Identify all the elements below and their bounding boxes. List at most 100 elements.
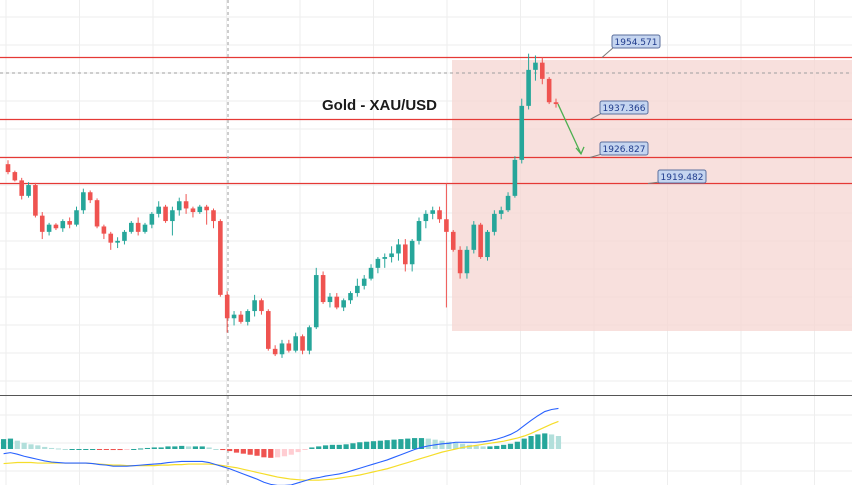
macd-histogram-bar bbox=[412, 438, 418, 449]
candle-body bbox=[135, 222, 141, 232]
candle bbox=[327, 293, 333, 308]
candle bbox=[197, 204, 203, 214]
candle bbox=[368, 264, 374, 281]
macd-histogram-bar bbox=[329, 444, 335, 449]
candle-body bbox=[259, 300, 264, 312]
candle-body bbox=[156, 206, 161, 214]
candle-body bbox=[327, 296, 333, 303]
candle-body bbox=[293, 336, 298, 351]
level-labels: 1954.571 1937.366 1926.827 1919.482 bbox=[589, 34, 707, 184]
macd-histogram-bar bbox=[83, 449, 89, 450]
macd-histogram-bar bbox=[268, 449, 274, 458]
candle bbox=[204, 204, 209, 225]
macd-histogram-bar bbox=[192, 446, 198, 449]
candle-body bbox=[512, 159, 518, 196]
candle-body bbox=[218, 221, 223, 295]
macd-histogram-bar bbox=[391, 439, 397, 449]
candle bbox=[403, 239, 408, 272]
candle bbox=[26, 182, 31, 198]
label-box bbox=[611, 34, 661, 49]
macd-histogram-bar bbox=[261, 449, 267, 458]
macd-histogram-bar bbox=[425, 438, 431, 449]
candle bbox=[334, 293, 340, 310]
candle bbox=[101, 224, 107, 240]
candle-body bbox=[122, 231, 127, 241]
candle bbox=[67, 217, 72, 229]
macd-histogram-bar bbox=[90, 449, 96, 450]
macd-histogram-bar bbox=[213, 449, 219, 450]
macd-histogram-bar bbox=[370, 441, 377, 449]
candle-body bbox=[115, 240, 120, 243]
macd-histogram-bar bbox=[158, 447, 164, 449]
candle bbox=[348, 291, 353, 304]
candle bbox=[163, 204, 168, 223]
candle-body bbox=[320, 275, 326, 303]
resistance-zone bbox=[452, 60, 852, 331]
candle-body bbox=[46, 224, 52, 232]
candle-body bbox=[389, 253, 394, 258]
candle bbox=[423, 210, 429, 229]
macd-histogram-bar bbox=[165, 446, 171, 449]
candle-body bbox=[170, 210, 175, 222]
macd-histogram-bar bbox=[76, 449, 82, 450]
candle bbox=[361, 275, 367, 290]
candle-body bbox=[245, 311, 251, 322]
candle-body bbox=[409, 240, 415, 265]
candle bbox=[430, 206, 435, 220]
macd-histogram-bar bbox=[179, 445, 185, 449]
candle bbox=[464, 246, 470, 279]
macd-histogram-bar bbox=[69, 449, 75, 450]
label-connector bbox=[589, 112, 603, 120]
candle-body bbox=[307, 327, 312, 351]
candle bbox=[135, 217, 141, 236]
candle bbox=[519, 98, 525, 164]
candle-body bbox=[553, 102, 559, 105]
candle-body bbox=[471, 224, 477, 250]
candle-body bbox=[5, 164, 11, 173]
macd-histogram-bar bbox=[254, 449, 260, 456]
candle-body bbox=[341, 300, 346, 308]
candle-body bbox=[526, 69, 531, 106]
macd-histogram-bar bbox=[151, 447, 157, 449]
candle-body bbox=[505, 195, 511, 211]
candle bbox=[176, 197, 182, 216]
candle bbox=[526, 53, 531, 110]
macd-pane bbox=[1, 407, 562, 485]
macd-histogram-bar bbox=[7, 438, 14, 449]
candle-body bbox=[485, 231, 490, 258]
candle-body bbox=[444, 219, 449, 232]
macd-histogram-bar bbox=[124, 449, 130, 450]
macd-histogram-bar bbox=[514, 441, 520, 449]
candle bbox=[156, 201, 161, 218]
macd-histogram-bar bbox=[473, 445, 479, 449]
candlestick-series bbox=[5, 53, 559, 358]
macd-histogram-bar bbox=[233, 449, 240, 453]
candle bbox=[279, 339, 285, 358]
macd-histogram-bar bbox=[446, 441, 452, 449]
macd-histogram-bar bbox=[131, 449, 137, 450]
macd-histogram-bar bbox=[487, 446, 493, 449]
macd-histogram-bar bbox=[103, 449, 109, 450]
candle bbox=[546, 77, 552, 105]
candle bbox=[416, 217, 422, 245]
candle-body bbox=[313, 275, 319, 328]
macd-histogram-bar bbox=[521, 438, 527, 449]
level-label: 1926.827 bbox=[589, 141, 649, 158]
macd-histogram-bar bbox=[138, 448, 144, 450]
candle-body bbox=[142, 224, 148, 232]
candle-body bbox=[149, 213, 155, 225]
candle bbox=[53, 223, 59, 231]
candle bbox=[300, 334, 305, 355]
level-value: 1919.482 bbox=[661, 173, 704, 183]
candle bbox=[286, 339, 292, 353]
macd-histogram-bar bbox=[28, 444, 34, 449]
candle-body bbox=[450, 231, 456, 250]
candle-body bbox=[403, 244, 408, 265]
candle bbox=[142, 222, 148, 234]
candle bbox=[211, 208, 216, 229]
macd-histogram-bar bbox=[117, 449, 123, 451]
candle bbox=[170, 206, 175, 236]
candle-body bbox=[224, 294, 230, 319]
macd-line bbox=[3, 407, 559, 485]
candle bbox=[224, 291, 230, 333]
